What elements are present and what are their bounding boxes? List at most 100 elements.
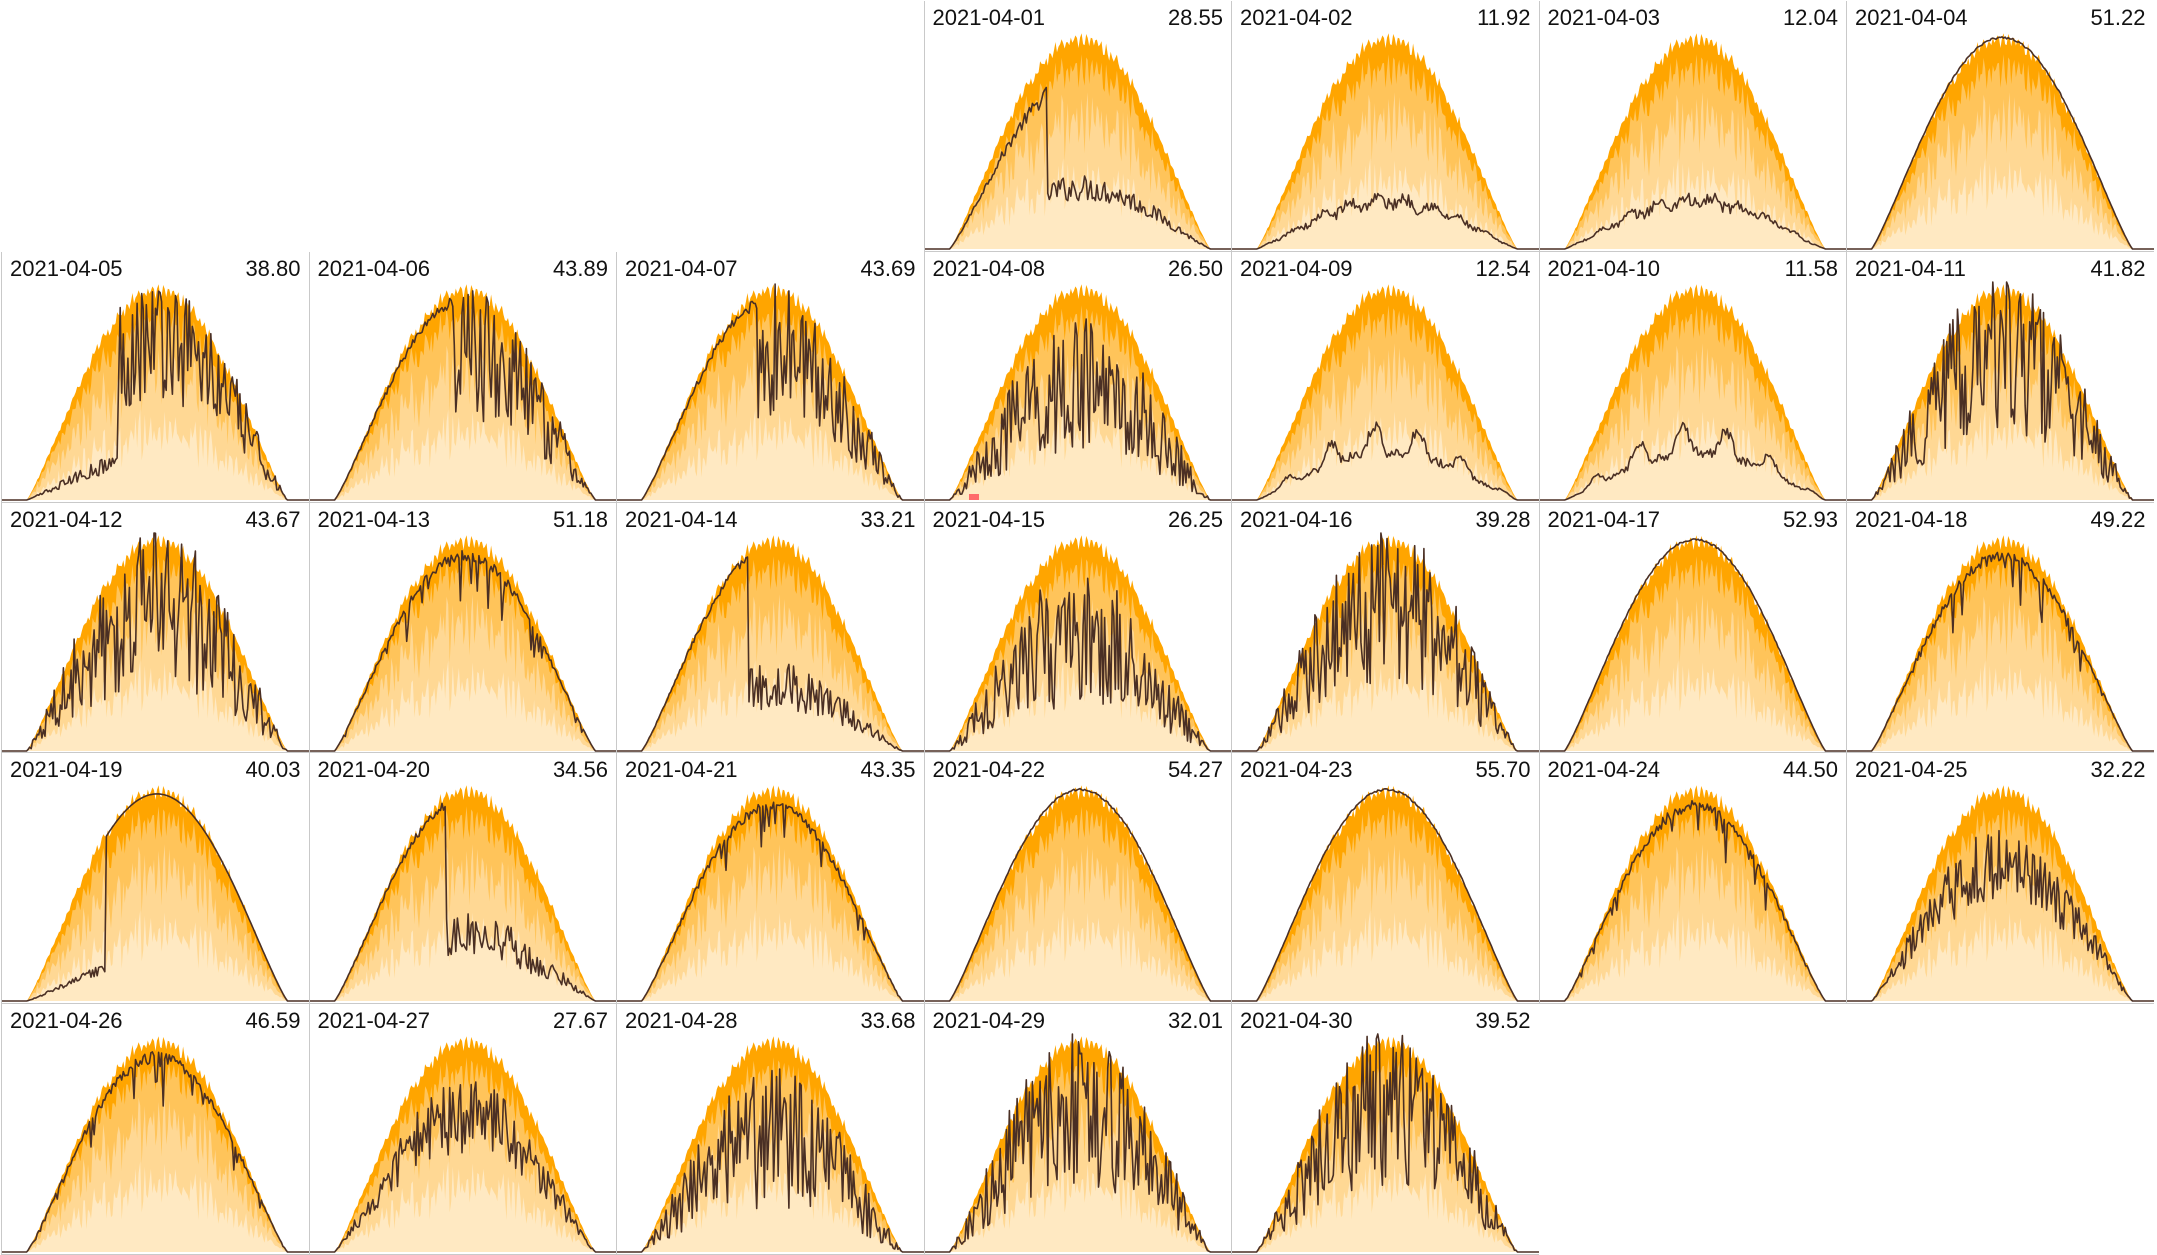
day-chart: [1232, 531, 1539, 752]
percentile-band-4: [309, 1161, 616, 1253]
actual-output-line: [1232, 1033, 1539, 1253]
actual-output-line: [1847, 280, 2154, 501]
day-chart: [2, 284, 309, 501]
day-cell: 2021-04-08 26.50: [923, 251, 1231, 503]
day-total-label: 55.70: [1475, 757, 1531, 783]
day-cell: 2021-04-28 33.68: [616, 1004, 924, 1255]
day-date-label: 2021-04-13: [317, 506, 431, 532]
day-total-label: 32.01: [1167, 1008, 1223, 1034]
actual-output-line: [924, 86, 1231, 250]
percentile-band-4: [2, 1161, 309, 1253]
day-chart: [924, 785, 1231, 1003]
day-cell: 2021-04-23 55.70: [1231, 753, 1539, 1005]
day-cell: 2021-04-12 43.67: [1, 502, 309, 754]
percentile-band-4: [924, 660, 1231, 751]
day-date-label: 2021-04-29: [932, 1008, 1046, 1034]
percentile-band-4: [2, 660, 309, 751]
actual-output-line: [1232, 788, 1539, 1003]
day-total-label: 12.04: [1782, 5, 1838, 30]
day-date-label: 2021-04-08: [932, 255, 1046, 281]
day-cell: 2021-04-24 44.50: [1538, 753, 1846, 1005]
day-date-label: 2021-04-24: [1547, 757, 1661, 783]
day-cell: 2021-04-14 33.21: [616, 502, 924, 754]
day-total-label: 39.52: [1475, 1008, 1531, 1034]
anomaly-marker: [968, 493, 979, 500]
day-chart: [617, 1036, 924, 1253]
day-date-label: 2021-04-14: [625, 506, 738, 532]
day-cell: 2021-04-26 46.59: [1, 1004, 309, 1255]
actual-output-line: [1539, 800, 1846, 1003]
day-date-label: 2021-04-09: [1240, 255, 1353, 281]
day-cell: 2021-04-15 26.25: [923, 502, 1231, 754]
percentile-band-4: [617, 660, 924, 751]
day-cell: 2021-04-30 39.52: [1231, 1004, 1539, 1255]
percentile-band-4: [924, 1161, 1231, 1253]
day-date-label: 2021-04-25: [1855, 757, 1968, 783]
day-chart: [1539, 284, 1846, 501]
day-total-label: 26.50: [1167, 255, 1223, 281]
actual-output-line: [1539, 537, 1846, 752]
actual-output-line: [1847, 36, 2154, 250]
day-cell: 2021-04-25 32.22: [1846, 753, 2154, 1005]
day-total-label: 11.58: [1784, 255, 1838, 281]
percentile-band-4: [309, 409, 616, 500]
day-date-label: 2021-04-02: [1240, 5, 1353, 30]
day-cell: 2021-04-18 49.22: [1846, 502, 2154, 754]
actual-output-line: [309, 289, 616, 501]
day-total-label: 44.50: [1782, 757, 1838, 783]
day-cell: 2021-04-02 11.92: [1231, 1, 1539, 252]
day-date-label: 2021-04-21: [625, 757, 738, 783]
day-cell: 2021-04-07 43.69: [616, 251, 924, 503]
actual-output-line: [617, 283, 924, 501]
day-chart: [617, 785, 924, 1003]
percentile-band-4: [1232, 409, 1539, 500]
day-date-label: 2021-04-20: [317, 757, 431, 783]
actual-output-line: [309, 549, 616, 752]
day-chart: [309, 785, 616, 1003]
actual-output-line: [309, 1081, 616, 1253]
day-date-label: 2021-04-10: [1547, 255, 1661, 281]
day-date-label: 2021-04-11: [1855, 255, 1966, 281]
day-chart: [1539, 33, 1846, 250]
percentile-band-4: [1539, 910, 1846, 1002]
day-date-label: 2021-04-01: [932, 5, 1046, 30]
day-cell: 2021-04-29 32.01: [923, 1004, 1231, 1255]
day-date-label: 2021-04-19: [10, 757, 123, 783]
day-total-label: 38.80: [245, 255, 301, 281]
actual-output-line: [309, 802, 616, 1003]
day-date-label: 2021-04-04: [1855, 5, 1968, 30]
day-chart: [1232, 1033, 1539, 1253]
percentile-band-4: [1847, 910, 2154, 1002]
day-chart: [1539, 534, 1846, 752]
percentile-band-4: [1847, 409, 2154, 500]
day-cell: 2021-04-13 51.18: [308, 502, 616, 754]
day-chart: [1232, 284, 1539, 501]
percentile-band-4: [924, 158, 1231, 249]
day-cell: 2021-04-11 41.82: [1846, 251, 2154, 503]
percentile-band-4: [309, 660, 616, 751]
actual-output-line: [1232, 531, 1539, 752]
day-date-label: 2021-04-27: [317, 1008, 431, 1034]
actual-output-line: [617, 555, 924, 752]
percentile-band-4: [309, 910, 616, 1002]
day-total-label: 43.69: [860, 255, 916, 281]
day-date-label: 2021-04-06: [317, 255, 431, 281]
day-chart: [1232, 785, 1539, 1003]
percentile-band-4: [1847, 158, 2154, 249]
day-cell: 2021-04-04 51.22: [1846, 1, 2154, 252]
percentile-band-4: [1539, 409, 1846, 500]
day-chart: [924, 284, 1231, 501]
day-chart: [1232, 33, 1539, 250]
day-chart: [924, 33, 1231, 250]
day-total-label: 28.55: [1167, 5, 1223, 30]
day-cell: 2021-04-17 52.93: [1538, 502, 1846, 754]
day-total-label: 26.25: [1167, 506, 1223, 532]
day-date-label: 2021-04-03: [1547, 5, 1661, 30]
day-total-label: 40.03: [245, 757, 301, 783]
actual-output-line: [2, 1051, 309, 1253]
day-chart: [924, 534, 1231, 752]
day-chart: [1847, 33, 2154, 250]
day-total-label: 34.56: [552, 757, 608, 783]
percentile-band-4: [617, 910, 924, 1002]
